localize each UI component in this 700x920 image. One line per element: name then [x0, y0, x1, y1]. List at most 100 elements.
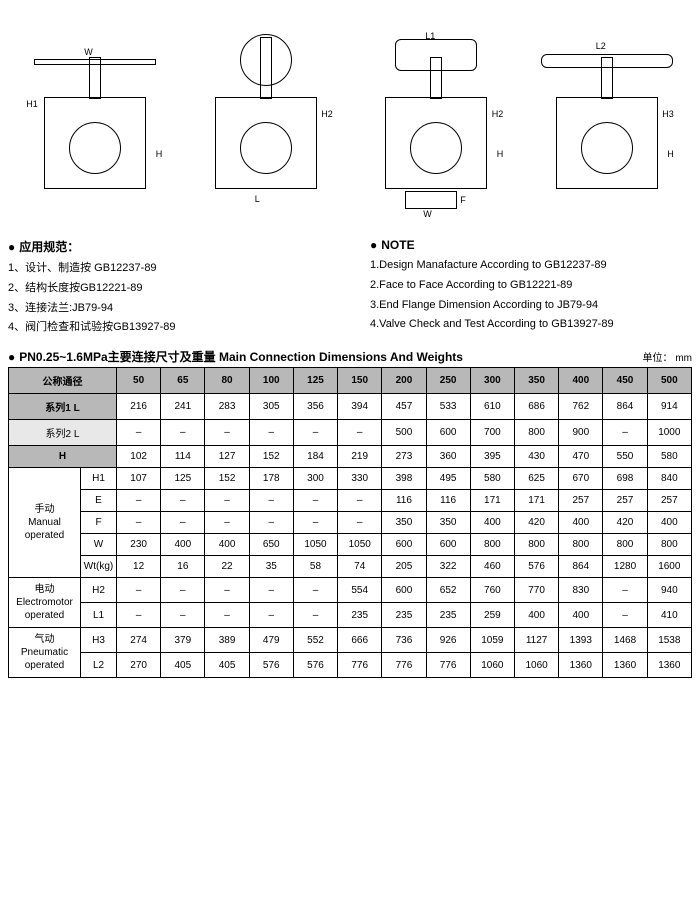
data-cell: 216 [117, 394, 161, 420]
data-cell: 300 [293, 468, 337, 490]
notes-en-title: NOTE [370, 238, 692, 252]
data-cell: 460 [470, 556, 514, 578]
data-cell: 776 [382, 653, 426, 678]
data-cell: 400 [559, 603, 603, 628]
table-row: F––––––350350400420400420400 [9, 512, 692, 534]
data-cell: 800 [470, 534, 514, 556]
data-cell: 257 [647, 490, 691, 512]
group-label: 手动Manualoperated [9, 468, 81, 578]
dim-h2: H2 [321, 109, 333, 119]
data-cell: 576 [293, 653, 337, 678]
size-col: 50 [117, 368, 161, 394]
data-cell: 900 [559, 420, 603, 446]
data-cell: 35 [249, 556, 293, 578]
notes-cn-title: 应用规范： [8, 238, 330, 255]
data-cell: 116 [382, 490, 426, 512]
data-cell: 580 [647, 446, 691, 468]
param-label: E [81, 490, 117, 512]
notes-english: NOTE 1.Design Manafacture According to G… [370, 238, 692, 338]
data-cell: 1393 [559, 628, 603, 653]
param-label: Wt(kg) [81, 556, 117, 578]
data-cell: 700 [470, 420, 514, 446]
note-cn-1: 1、设计、制造按 GB12237-89 [8, 259, 330, 279]
table-row: 系列1 L21624128330535639445753361068676286… [9, 394, 692, 420]
data-cell: 171 [514, 490, 558, 512]
table-row: 手动ManualoperatedH11071251521783003303984… [9, 468, 692, 490]
data-cell: 652 [426, 578, 470, 603]
data-cell: 533 [426, 394, 470, 420]
data-cell: 257 [559, 490, 603, 512]
note-en-1: 1.Design Manafacture According to GB1223… [370, 256, 692, 276]
data-cell: – [161, 578, 205, 603]
data-cell: 114 [161, 446, 205, 468]
dim-h3: H3 [662, 109, 674, 119]
data-cell: 1468 [603, 628, 647, 653]
row-label: 系列1 L [9, 394, 117, 420]
data-cell: 405 [205, 653, 249, 678]
data-cell: – [117, 603, 161, 628]
data-cell: 576 [249, 653, 293, 678]
dim-hb: H [497, 149, 504, 159]
data-cell: 235 [382, 603, 426, 628]
data-cell: – [205, 578, 249, 603]
note-cn-4: 4、阀门检查和试验按GB13927-89 [8, 318, 330, 338]
data-cell: 430 [514, 446, 558, 468]
data-cell: 235 [338, 603, 382, 628]
data-cell: 762 [559, 394, 603, 420]
valve-electric: L1 H2 H W F [365, 29, 505, 209]
size-col: 65 [161, 368, 205, 394]
data-cell: – [293, 490, 337, 512]
dim-h2b: H2 [492, 109, 504, 119]
data-cell: – [205, 490, 249, 512]
data-cell: 420 [603, 512, 647, 534]
row-label: 系列2 L [9, 420, 117, 446]
data-cell: 395 [470, 446, 514, 468]
data-cell: – [205, 603, 249, 628]
data-cell: 1280 [603, 556, 647, 578]
valve-manual-lever: W H1 H [24, 29, 164, 209]
size-col: 100 [249, 368, 293, 394]
data-cell: 864 [559, 556, 603, 578]
size-col: 350 [514, 368, 558, 394]
data-cell: 259 [470, 603, 514, 628]
data-cell: 1600 [647, 556, 691, 578]
data-cell: 479 [249, 628, 293, 653]
data-cell: 686 [514, 394, 558, 420]
unit-label: 单位： mm [643, 349, 692, 364]
data-cell: 350 [382, 512, 426, 534]
note-en-4: 4.Valve Check and Test According to GB13… [370, 315, 692, 335]
data-cell: 152 [205, 468, 249, 490]
data-cell: 420 [514, 512, 558, 534]
data-cell: 398 [382, 468, 426, 490]
data-cell: 760 [470, 578, 514, 603]
data-cell: 550 [603, 446, 647, 468]
data-cell: 600 [382, 578, 426, 603]
data-cell: 379 [161, 628, 205, 653]
data-cell: 650 [249, 534, 293, 556]
size-col: 80 [205, 368, 249, 394]
data-cell: 405 [161, 653, 205, 678]
data-cell: 400 [470, 512, 514, 534]
data-cell: 926 [426, 628, 470, 653]
data-cell: 410 [647, 603, 691, 628]
data-cell: 305 [249, 394, 293, 420]
data-cell: 400 [514, 603, 558, 628]
valve-pneumatic: L2 H3 H [536, 29, 676, 209]
data-cell: – [249, 578, 293, 603]
data-cell: 554 [338, 578, 382, 603]
data-cell: 1000 [647, 420, 691, 446]
data-cell: 274 [117, 628, 161, 653]
data-cell: 283 [205, 394, 249, 420]
data-cell: 666 [338, 628, 382, 653]
data-cell: – [293, 512, 337, 534]
size-col: 250 [426, 368, 470, 394]
data-cell: 16 [161, 556, 205, 578]
data-cell: – [205, 512, 249, 534]
table-row: 气动PneumaticoperatedH32743793894795526667… [9, 628, 692, 653]
data-cell: 1050 [338, 534, 382, 556]
data-cell: – [205, 420, 249, 446]
data-cell: 235 [426, 603, 470, 628]
data-cell: 116 [426, 490, 470, 512]
param-label: H2 [81, 578, 117, 603]
data-cell: 400 [205, 534, 249, 556]
